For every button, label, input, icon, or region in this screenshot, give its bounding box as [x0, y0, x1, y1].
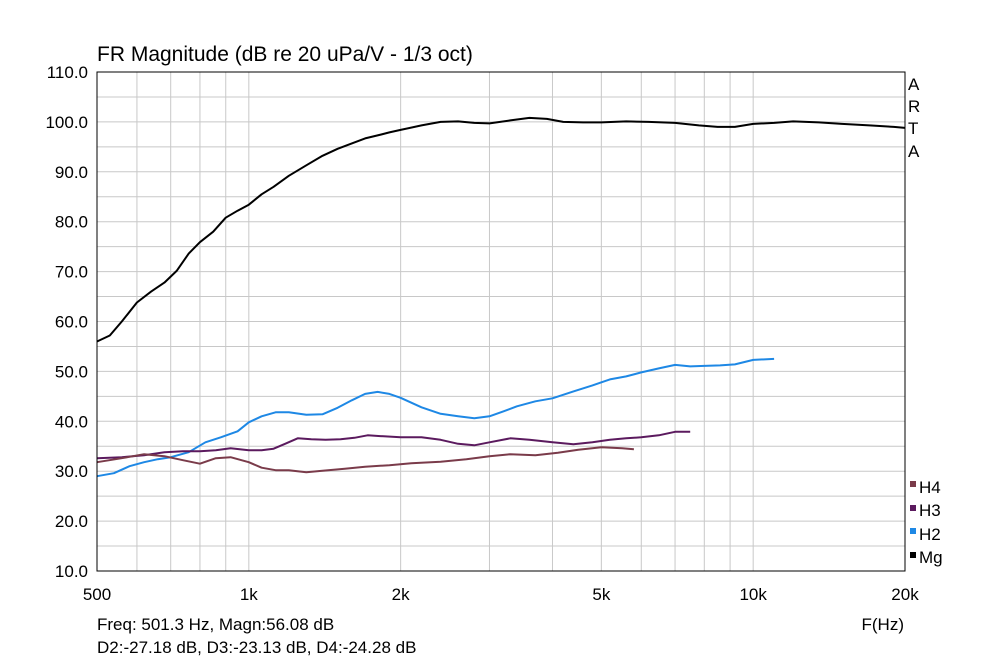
series-line-mg: [96, 116, 906, 343]
legend-label-mg: Mg: [919, 548, 943, 567]
x-tick-label: 500: [83, 585, 111, 604]
x-tick-label: 20k: [891, 585, 919, 604]
legend-swatch-h2: [910, 528, 916, 534]
plot-frame: [96, 71, 906, 572]
series-group: [96, 116, 906, 478]
arta-brand: A R T A: [908, 75, 920, 161]
x-axis-label: F(Hz): [862, 615, 904, 634]
grid: [97, 71, 905, 572]
chart-title: FR Magnitude (dB re 20 uPa/V - 1/3 oct): [97, 43, 473, 66]
legend-item-h4: H4: [910, 478, 941, 497]
x-axis-ticks: 500 1k 2k 5k 10k 20k: [83, 585, 919, 604]
x-tick-label: 2k: [392, 585, 410, 604]
y-tick-label: 110.0: [47, 63, 88, 82]
brand-letter-2: R: [908, 97, 920, 116]
y-tick-label: 10.0: [55, 562, 88, 581]
brand-letter-4: A: [908, 142, 920, 161]
y-tick-label: 50.0: [55, 362, 88, 381]
legend-swatch-h3: [910, 505, 916, 511]
brand-letter-3: T: [908, 119, 918, 138]
legend-item-h2: H2: [910, 525, 941, 544]
y-tick-label: 20.0: [55, 512, 88, 531]
y-tick-label: 90.0: [55, 163, 88, 182]
legend-item-h3: H3: [910, 501, 941, 520]
y-tick-label: 100.0: [45, 113, 88, 132]
cursor-readout-line2: D2:-27.18 dB, D3:-23.13 dB, D4:-24.28 dB: [97, 638, 416, 657]
legend-label-h3: H3: [919, 501, 941, 520]
legend-item-mg: Mg: [910, 548, 943, 567]
legend-label-h2: H2: [919, 525, 941, 544]
series-line-h3: [96, 430, 691, 460]
x-tick-label: 10k: [739, 585, 767, 604]
x-tick-label: 1k: [240, 585, 258, 604]
legend-label-h4: H4: [919, 478, 941, 497]
series-line-h2: [96, 357, 775, 478]
y-tick-label: 30.0: [55, 462, 88, 481]
legend-swatch-h4: [910, 481, 916, 487]
y-tick-label: 60.0: [55, 313, 88, 332]
legend: H4 H3 H2 Mg: [910, 478, 943, 567]
x-tick-label: 5k: [592, 585, 610, 604]
legend-swatch-mg: [910, 552, 916, 558]
y-tick-label: 80.0: [55, 213, 88, 232]
series-line-h4: [96, 446, 634, 474]
cursor-readout-line1: Freq: 501.3 Hz, Magn:56.08 dB: [97, 615, 334, 634]
brand-letter-1: A: [908, 75, 920, 94]
y-axis-ticks: 10.0 20.0 30.0 40.0 50.0 60.0 70.0 80.0 90.0 100.…: [45, 63, 88, 581]
y-tick-label: 40.0: [55, 412, 88, 431]
y-tick-label: 70.0: [55, 263, 88, 282]
